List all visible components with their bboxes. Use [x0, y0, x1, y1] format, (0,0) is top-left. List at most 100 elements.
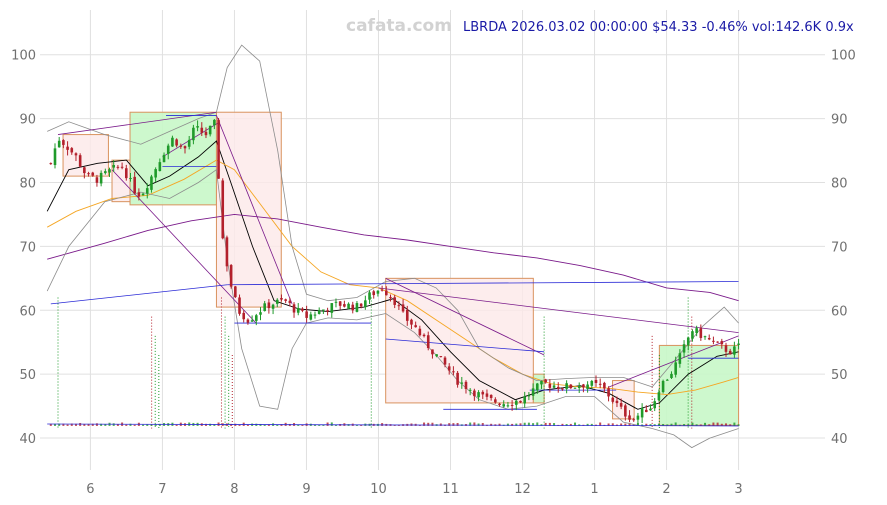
volume-bar [532, 423, 535, 426]
candle-body [670, 373, 673, 378]
y-tick-label: 90 [831, 113, 848, 128]
volume-bar [175, 424, 178, 426]
volume-bar [527, 422, 530, 426]
y-tick-label: 50 [831, 368, 848, 383]
volume-bar [590, 423, 593, 426]
candle-body [510, 404, 514, 406]
candle-body [494, 399, 497, 403]
candle-body [485, 393, 489, 397]
candle-body [301, 308, 304, 311]
candle-body [234, 286, 237, 298]
candle-body [389, 297, 392, 299]
candle-body [104, 171, 107, 174]
candle-body [431, 349, 434, 355]
candle-body [183, 146, 187, 149]
volume-bar [326, 422, 329, 426]
x-tick-label: 8 [230, 482, 238, 497]
candle-body [145, 188, 149, 194]
candle-body [263, 303, 266, 312]
volume-bar [628, 422, 631, 426]
candle-body [556, 386, 560, 389]
candle-body [468, 389, 472, 391]
volume-bar [683, 424, 686, 426]
candle-body [661, 380, 665, 393]
candle-body [724, 345, 728, 352]
candle-body [401, 304, 405, 312]
candle-body [129, 178, 132, 180]
candle-body [70, 148, 74, 153]
volume-bar [620, 423, 623, 426]
candle-body [628, 415, 631, 420]
volume-bar [473, 422, 476, 426]
candle-body [544, 379, 547, 383]
candle-body [221, 180, 225, 239]
candle-body [393, 297, 396, 305]
candle-body [686, 337, 690, 346]
candle-body [108, 169, 111, 173]
x-tick-label: 9 [302, 482, 310, 497]
candle-body [569, 384, 573, 389]
volume-bar [62, 423, 65, 426]
candle-body [624, 405, 627, 417]
x-tick-label: 11 [442, 482, 459, 497]
bullish-box [129, 111, 217, 206]
candle-body [259, 312, 262, 315]
candle-body [49, 163, 53, 165]
candle-body [561, 388, 564, 390]
volume-bar [607, 423, 610, 426]
volume-bar [238, 424, 241, 426]
candle-body [531, 388, 535, 396]
candle-body [674, 362, 677, 375]
sma-mid-line [46, 159, 739, 396]
candle-body [200, 127, 204, 133]
candle-body [254, 315, 258, 321]
bearish-box [612, 380, 635, 420]
volume-bar [544, 422, 547, 426]
volume-bar [569, 423, 572, 426]
y-tick-label: 80 [831, 177, 848, 192]
y-axis-right: 40 50 60 70 80 90 100 [831, 49, 856, 447]
candle-body [615, 400, 619, 404]
volume-bar [360, 424, 363, 426]
volume-bar [452, 423, 455, 426]
candle-body [720, 341, 724, 345]
x-tick-label: 1 [590, 482, 598, 497]
volume-bar [263, 424, 266, 426]
trend-line [227, 281, 739, 286]
candle-body [376, 290, 380, 294]
volume-bar [158, 423, 161, 426]
volume-bar [142, 424, 145, 426]
bullish-box [658, 344, 740, 426]
volume-bar [737, 424, 740, 426]
candle-body [422, 334, 426, 337]
candle-body [435, 354, 438, 357]
volume-bar [716, 422, 719, 426]
candle-body [347, 303, 350, 309]
candle-body [632, 419, 636, 421]
candle-body [116, 166, 120, 168]
trend-line [608, 335, 739, 388]
candle-body [359, 303, 363, 307]
candle-body [385, 290, 388, 296]
volume-bar [87, 423, 90, 426]
candle-body [548, 383, 552, 388]
ticker-headline: LBRDA 2026.03.02 00:00:00 $54.33 -0.46% … [463, 20, 854, 35]
candle-body [535, 383, 539, 391]
volume-bar [330, 422, 333, 426]
volume-bar [74, 423, 77, 426]
candle-body [217, 119, 220, 179]
candle-body [334, 301, 338, 303]
candle-body [338, 301, 342, 306]
candle-body [179, 145, 183, 147]
candle-body [154, 169, 157, 178]
x-tick-label: 7 [158, 482, 166, 497]
volume-bar [381, 423, 384, 426]
volume-bar [146, 424, 149, 426]
candle-body [611, 397, 615, 402]
volume-bar [662, 423, 665, 426]
volume-bar [599, 422, 602, 426]
y-tick-label: 70 [831, 240, 848, 255]
volume-bar [657, 423, 660, 426]
volume-bar [116, 424, 119, 426]
